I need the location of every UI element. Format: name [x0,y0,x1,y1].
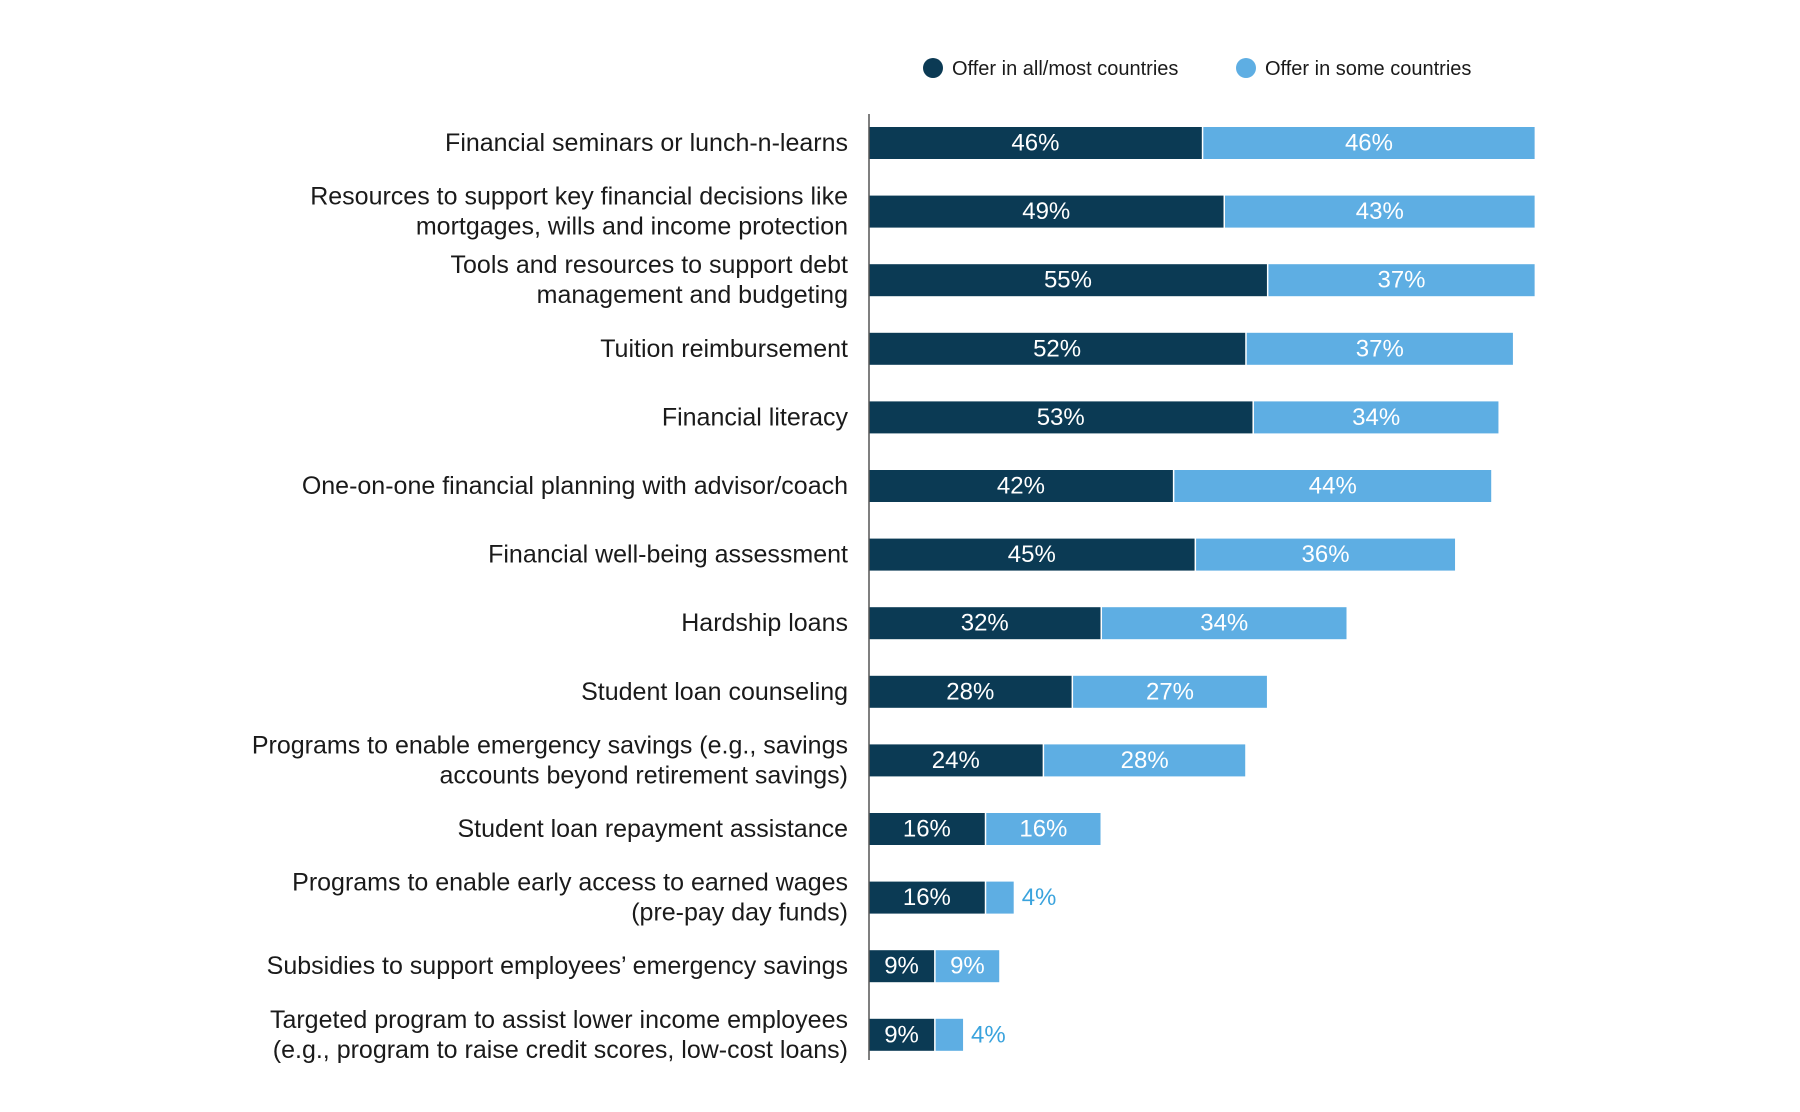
bar-value-label: 34% [1200,610,1248,637]
category-labels: Financial seminars or lunch-n-learns Reso… [252,129,849,1064]
category-label: Financial well-being assessment [488,541,848,569]
bar-value-label: 32% [961,610,1009,637]
category-label: Subsidies to support employees’ emergenc… [267,952,848,980]
bar-value-label: 9% [884,953,919,980]
bars: 46% 46% 49% 43% 55% 37% 52% 37% 53% 34% 42% 44% 45% 3… [869,127,1535,1051]
bar-value-label: 37% [1356,335,1404,362]
bar-segment-all-most [869,332,1246,365]
bar-segment-some [935,1018,964,1051]
bar-value-label: 45% [1008,541,1056,568]
bar-value-label: 4% [971,1021,1006,1048]
legend-label: Offer in some countries [1265,58,1471,80]
bar-value-label: 24% [932,747,980,774]
bar-value-label: 34% [1352,404,1400,431]
bar-segment-some [986,881,1014,914]
bar-value-label: 44% [1309,473,1357,500]
bar-value-label: 46% [1011,130,1059,157]
bar-segment-all-most [869,813,985,845]
bar-segment-all-most [869,950,935,983]
category-label: Tuition reimbursement [600,335,848,363]
bar-segment-some [1253,401,1499,434]
bar-segment-all-most [869,607,1101,640]
category-label: Student loan counseling [581,678,848,706]
bar-segment-all-most [869,538,1195,571]
bar-segment-all-most [869,1018,935,1051]
category-label: Programs to enable emergency savings (e.… [252,731,848,759]
legend-marker [923,58,943,78]
legend-label: Offer in all/most countries [952,58,1178,80]
category-label: Hardship loans [681,609,848,637]
bar-value-label: 9% [950,953,985,980]
bar-segment-all-most [869,881,985,914]
category-label: Financial seminars or lunch-n-learns [445,129,848,157]
bar-value-label: 49% [1022,198,1070,225]
bar-segment-all-most [869,127,1202,159]
bar-segment-all-most [869,195,1224,228]
bar-value-label: 16% [903,884,951,911]
bar-value-label: 37% [1377,267,1425,294]
bar-segment-some [935,950,1000,983]
bar-segment-all-most [869,470,1173,502]
legend: Offer in all/most countries Offer in some… [923,58,1471,80]
bar-value-label: 27% [1146,678,1194,705]
legend-marker [1236,58,1256,78]
category-label: management and budgeting [537,281,848,309]
bar-value-label: 55% [1044,267,1092,294]
category-label: Targeted program to assist lower income … [270,1006,848,1034]
bar-segment-all-most [869,264,1267,297]
bar-value-label: 9% [884,1021,919,1048]
category-label: One-on-one financial planning with advis… [302,472,848,500]
bar-value-label: 16% [903,816,951,843]
bar-value-label: 43% [1356,198,1404,225]
bar-segment-some [1268,264,1535,297]
bar-segment-all-most [869,675,1072,708]
bar-segment-some [1203,127,1535,159]
bar-segment-some [1225,195,1535,228]
category-label: Resources to support key financial decis… [310,183,848,211]
bar-value-label: 28% [1121,747,1169,774]
bar-segment-some [1246,332,1513,365]
bar-value-label: 53% [1037,404,1085,431]
bar-segment-some [1196,538,1456,571]
bar-value-label: 42% [997,473,1045,500]
category-label: (pre-pay day funds) [631,899,848,927]
category-label: Tools and resources to support debt [451,251,849,279]
bar-segment-some [1102,607,1347,640]
bar-value-label: 4% [1022,884,1057,911]
category-label: Student loan repayment assistance [457,815,848,843]
bar-segment-some [1044,744,1246,777]
category-label: Programs to enable early access to earne… [292,869,848,897]
bar-value-label: 28% [946,678,994,705]
bar-segment-all-most [869,401,1253,434]
bar-segment-some [1174,470,1492,502]
bar-value-label: 36% [1302,541,1350,568]
bar-segment-some [986,813,1101,845]
category-label: (e.g., program to raise credit scores, l… [273,1036,848,1064]
bar-value-label: 52% [1033,335,1081,362]
bar-value-label: 46% [1345,130,1393,157]
category-label: mortgages, wills and income protection [416,213,848,241]
bar-segment-some [1073,675,1267,708]
bar-value-label: 16% [1019,816,1067,843]
category-label: accounts beyond retirement savings) [439,761,848,789]
category-label: Financial literacy [662,403,849,431]
bar-segment-all-most [869,744,1043,777]
